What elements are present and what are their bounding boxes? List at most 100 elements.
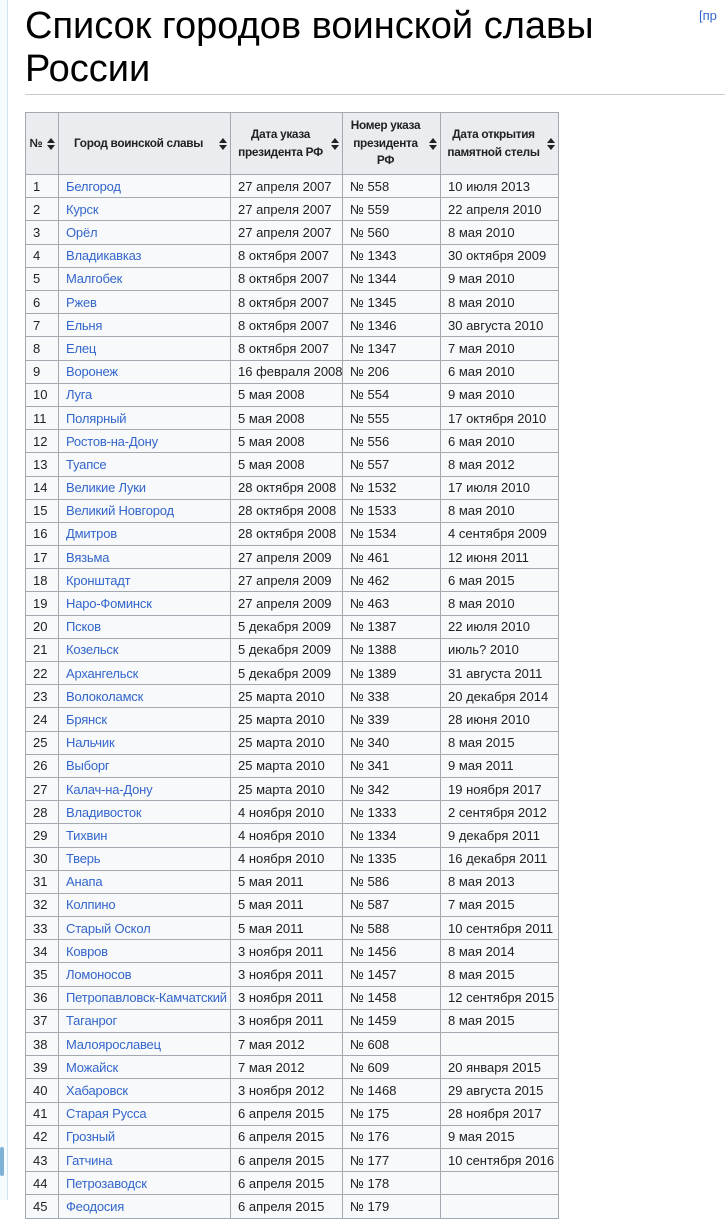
city-link[interactable]: Грозный xyxy=(66,1129,115,1145)
stele-date-cell: 12 июня 2011 xyxy=(440,545,559,570)
table-row: 36 Петропавловск-Камчатский 3 ноября 2011 №… xyxy=(25,985,559,1010)
scrollbar-thumb[interactable] xyxy=(0,1147,4,1176)
city-link[interactable]: Архангельск xyxy=(66,665,139,681)
decree-number-cell: № 1333 xyxy=(342,800,441,825)
city-link[interactable]: Нальчик xyxy=(66,735,115,751)
city-link[interactable]: Воронеж xyxy=(66,364,118,380)
city-link[interactable]: Малгобек xyxy=(66,271,123,287)
city-link[interactable]: Ельня xyxy=(66,317,103,333)
city-link[interactable]: Тихвин xyxy=(66,827,108,843)
city-link[interactable]: Елец xyxy=(66,340,97,356)
row-number-cell: 23 xyxy=(25,684,59,709)
stele-date-cell: 8 мая 2010 xyxy=(440,591,559,616)
row-number-cell: 18 xyxy=(25,568,59,593)
city-link[interactable]: Луга xyxy=(66,387,93,403)
table-row: 30 Тверь 4 ноября 2010 № 1335 16 декабря 201… xyxy=(25,846,559,871)
city-cell: Козельск xyxy=(58,637,231,663)
city-link[interactable]: Полярный xyxy=(66,410,127,426)
decree-date-cell: 25 марта 2010 xyxy=(230,730,343,755)
city-link[interactable]: Можайск xyxy=(66,1059,119,1075)
city-link[interactable]: Таганрог xyxy=(66,1013,118,1029)
city-link[interactable]: Белгород xyxy=(66,178,121,194)
city-link[interactable]: Тверь xyxy=(66,851,101,867)
decree-number-cell: № 179 xyxy=(342,1194,441,1219)
city-link[interactable]: Петропавловск-Камчатский xyxy=(66,990,227,1006)
table-row: 3 Орёл 27 апреля 2007 № 560 8 мая 2010 xyxy=(25,220,559,245)
table-row: 40 Хабаровск 3 ноября 2012 № 1468 29 августа… xyxy=(25,1078,559,1103)
city-link[interactable]: Орёл xyxy=(66,225,98,241)
city-link[interactable]: Старая Русса xyxy=(66,1106,147,1122)
city-cell: Выборг xyxy=(58,753,231,778)
table-row: 23 Волоколамск 25 марта 2010 № 338 20 декабр… xyxy=(25,684,559,709)
city-link[interactable]: Владивосток xyxy=(66,804,142,820)
header-decree-number-label: Номер указа президента РФ xyxy=(350,118,421,168)
decree-date-cell: 16 февраля 2008 xyxy=(230,359,343,384)
city-cell: Наро-Фоминск xyxy=(58,591,231,616)
header-number[interactable]: № xyxy=(25,111,59,176)
city-link[interactable]: Калач-на-Дону xyxy=(66,781,153,797)
table-row: 6 Ржев 8 октября 2007 № 1345 8 мая 2010 xyxy=(25,289,559,315)
city-cell: Малгобек xyxy=(58,266,231,292)
city-link[interactable]: Малоярославец xyxy=(66,1036,161,1052)
table-row: 25 Нальчик 25 марта 2010 № 340 8 мая 2015 xyxy=(25,730,559,755)
city-link[interactable]: Дмитров xyxy=(66,526,117,542)
row-number-cell: 41 xyxy=(25,1101,59,1126)
city-link[interactable]: Волоколамск xyxy=(66,688,144,704)
stele-date-cell: 29 августа 2015 xyxy=(440,1078,559,1103)
header-decree-number[interactable]: Номер указа президента РФ xyxy=(342,111,441,176)
header-decree-date[interactable]: Дата указа президента РФ xyxy=(230,111,343,176)
city-link[interactable]: Выборг xyxy=(66,758,110,774)
city-link[interactable]: Ковров xyxy=(66,943,108,959)
city-link[interactable]: Брянск xyxy=(66,711,107,727)
city-link[interactable]: Наро-Фоминск xyxy=(66,596,152,612)
city-link[interactable]: Колпино xyxy=(66,897,116,913)
row-number-cell: 36 xyxy=(25,985,59,1010)
table-row: 14 Великие Луки 28 октября 2008 № 1532 17 ию… xyxy=(25,475,559,500)
city-link[interactable]: Великие Луки xyxy=(66,480,146,496)
city-link[interactable]: Козельск xyxy=(66,642,119,658)
decree-number-cell: № 1345 xyxy=(342,289,441,315)
city-link[interactable]: Туапсе xyxy=(66,456,107,472)
city-cell: Калач-на-Дону xyxy=(58,776,231,802)
decree-number-cell: № 558 xyxy=(342,174,441,199)
sort-icon xyxy=(429,137,437,150)
table-row: 27 Калач-на-Дону 25 марта 2010 № 342 19 нояб… xyxy=(25,776,559,802)
stele-date-cell: 8 мая 2015 xyxy=(440,962,559,987)
city-link[interactable]: Гатчина xyxy=(66,1152,113,1168)
city-link[interactable]: Кронштадт xyxy=(66,572,131,588)
city-link[interactable]: Владикавказ xyxy=(66,248,142,264)
city-link[interactable]: Старый Оскол xyxy=(66,920,151,936)
city-cell: Кронштадт xyxy=(58,568,231,593)
city-cell: Таганрог xyxy=(58,1008,231,1034)
city-link[interactable]: Псков xyxy=(66,619,101,635)
city-link[interactable]: Ржев xyxy=(66,294,97,310)
city-link[interactable]: Курск xyxy=(66,201,99,217)
stele-date-cell xyxy=(440,1031,559,1057)
city-link[interactable]: Петрозаводск xyxy=(66,1175,147,1191)
city-link[interactable]: Ломоносов xyxy=(66,967,132,983)
header-stele-date[interactable]: Дата открытия памятной стелы xyxy=(440,111,559,176)
edit-link[interactable]: [пр xyxy=(699,8,717,23)
table-row: 24 Брянск 25 марта 2010 № 339 28 июня 2010 xyxy=(25,707,559,732)
stele-date-cell: 9 мая 2015 xyxy=(440,1124,559,1149)
stele-date-cell: 31 августа 2011 xyxy=(440,660,559,686)
city-link[interactable]: Ростов-на-Дону xyxy=(66,433,158,449)
city-cell: Петрозаводск xyxy=(58,1171,231,1196)
city-link[interactable]: Феодосия xyxy=(66,1198,125,1214)
table-row: 26 Выборг 25 марта 2010 № 341 9 мая 2011 xyxy=(25,753,559,778)
header-city[interactable]: Город воинской славы xyxy=(58,111,231,176)
decree-date-cell: 25 марта 2010 xyxy=(230,776,343,802)
city-cell: Гатчина xyxy=(58,1147,231,1173)
table-body: 1 Белгород 27 апреля 2007 № 558 10 июля 2013… xyxy=(25,174,559,1219)
decree-number-cell: № 560 xyxy=(342,220,441,245)
city-link[interactable]: Великий Новгород xyxy=(66,503,174,519)
city-link[interactable]: Вязьма xyxy=(66,549,110,565)
city-link[interactable]: Хабаровск xyxy=(66,1082,128,1098)
decree-number-cell: № 338 xyxy=(342,684,441,709)
table-row: 19 Наро-Фоминск 27 апреля 2009 № 463 8 мая 2… xyxy=(25,591,559,616)
city-cell: Воронеж xyxy=(58,359,231,384)
sort-icon xyxy=(547,137,555,150)
stele-date-cell: 6 мая 2015 xyxy=(440,568,559,593)
city-cell: Ростов-на-Дону xyxy=(58,429,231,454)
city-link[interactable]: Анапа xyxy=(66,874,103,890)
